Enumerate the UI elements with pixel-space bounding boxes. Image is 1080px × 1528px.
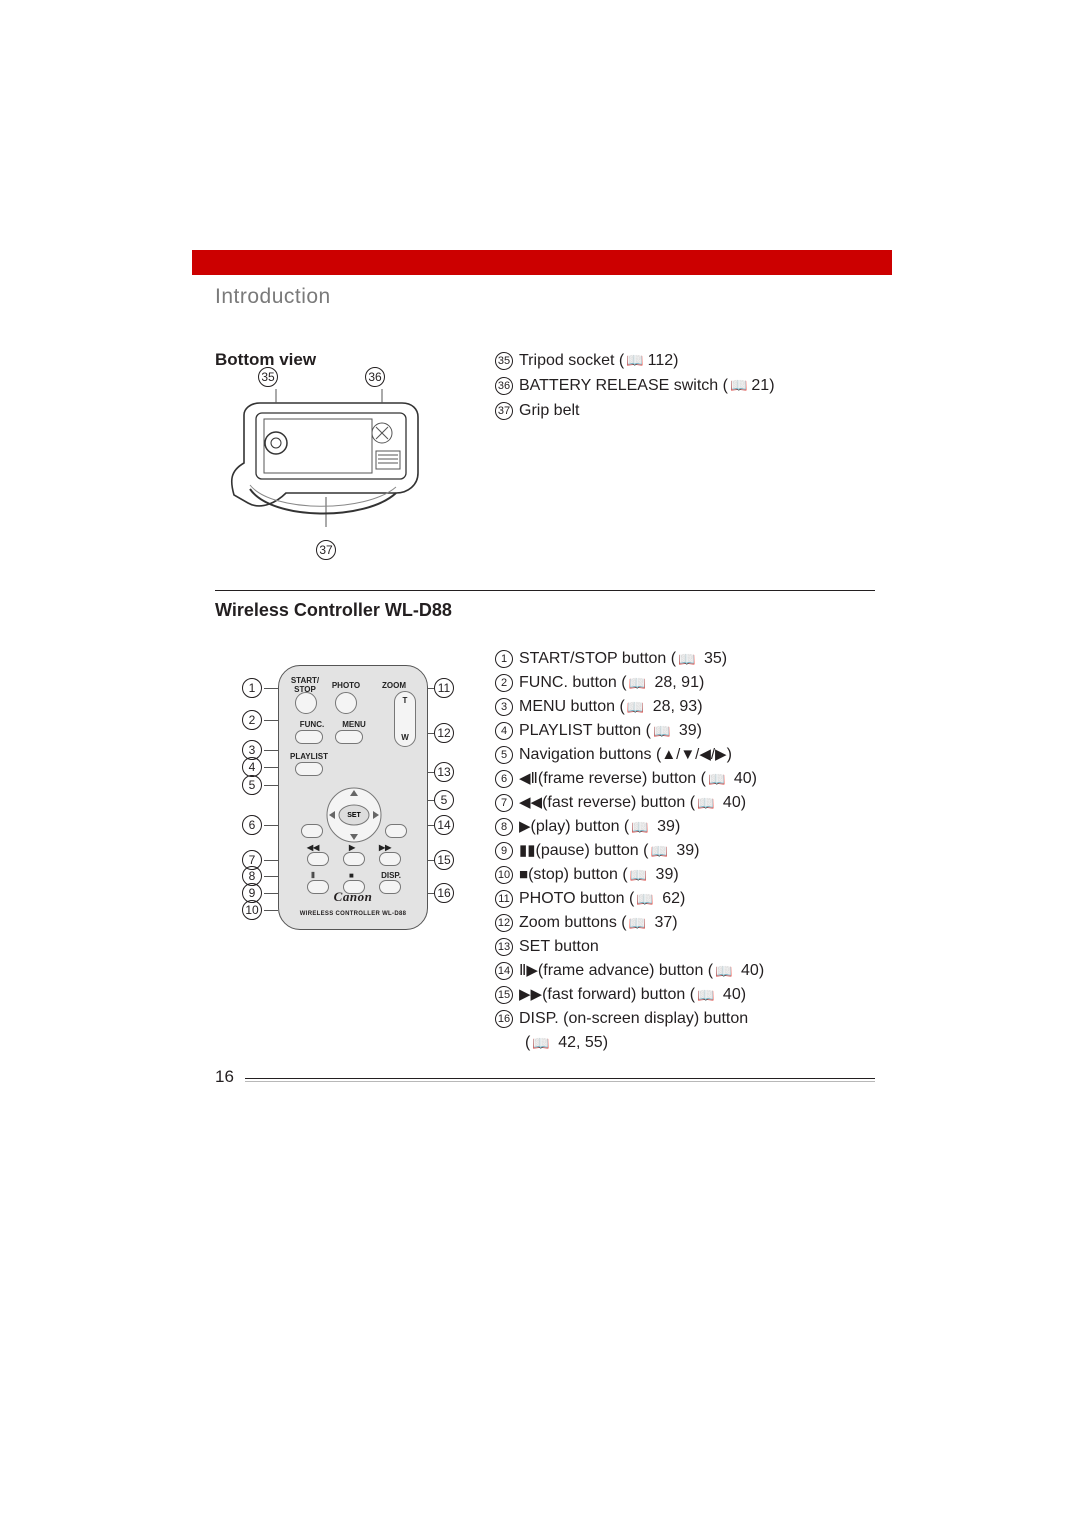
list-item: 15▶▶ (fast forward) button (📖 40) <box>495 983 764 1007</box>
page-number: 16 <box>215 1067 234 1087</box>
list-item: 9▮▮ (pause) button (📖 39) <box>495 839 764 863</box>
section-divider <box>215 590 875 591</box>
list-item: 12Zoom buttons (📖 37) <box>495 911 764 935</box>
camcorder-bottom-diagram <box>226 385 426 530</box>
page-ref-icon: 📖 <box>627 695 644 719</box>
page-ref-icon: 📖 <box>650 839 667 863</box>
page-ref-icon: 📖 <box>715 959 732 983</box>
list-item: 3MENU button (📖 28, 93) <box>495 695 764 719</box>
callout-35: 35 <box>258 367 284 387</box>
wireless-controller-heading: Wireless Controller WL-D88 <box>215 600 452 621</box>
list-item: 11PHOTO button (📖 62) <box>495 887 764 911</box>
brand-logo: Canon <box>279 889 427 905</box>
header-red-bar <box>192 250 892 275</box>
page-ref-icon: 📖 <box>631 815 648 839</box>
list-item: 13SET button <box>495 935 764 959</box>
page-ref-icon: 📖 <box>626 349 643 372</box>
list-item: 16DISP. (on-screen display) button <box>495 1007 764 1031</box>
callout-11: 11 <box>434 678 460 698</box>
page-ref-icon: 📖 <box>630 863 647 887</box>
list-item: 35Tripod socket (📖112) <box>495 349 775 372</box>
callout-5: 5 <box>434 790 460 810</box>
footer-rule <box>245 1078 875 1079</box>
callout-36: 36 <box>365 367 391 387</box>
list-item: 1START/STOP button (📖 35) <box>495 647 764 671</box>
page-ref-icon: 📖 <box>629 671 646 695</box>
list-item: 2FUNC. button (📖 28, 91) <box>495 671 764 695</box>
page-ref-icon: 📖 <box>730 374 747 397</box>
list-item: 5Navigation buttons ( ▲/▼/◀/▶ ) <box>495 743 764 767</box>
list-item: 36BATTERY RELEASE switch (📖21) <box>495 374 775 397</box>
section-title: Introduction <box>215 285 331 309</box>
page-ref-icon: 📖 <box>708 767 725 791</box>
callout-15: 15 <box>434 850 460 870</box>
list-item: 10■ (stop) button (📖 39) <box>495 863 764 887</box>
callout-37: 37 <box>316 540 342 560</box>
list-item: 14Ⅱ▶ (frame advance) button (📖 40) <box>495 959 764 983</box>
wireless-controller-list: 1START/STOP button (📖 35)2FUNC. button (… <box>495 647 764 1055</box>
svg-text:SET: SET <box>347 812 361 819</box>
callout-16: 16 <box>434 883 460 903</box>
remote-diagram: START/ STOP PHOTO ZOOM T W FUNC. MENU PL… <box>278 665 428 930</box>
page-ref-icon: 📖 <box>697 983 714 1007</box>
list-item: 37Grip belt <box>495 399 775 422</box>
list-item: 6◀Ⅱ (frame reverse) button (📖 40) <box>495 767 764 791</box>
list-item: 4PLAYLIST button (📖 39) <box>495 719 764 743</box>
page-ref-icon: 📖 <box>532 1031 549 1055</box>
bottom-view-list: 35Tripod socket (📖112) 36BATTERY RELEASE… <box>495 349 775 424</box>
page-ref-icon: 📖 <box>636 887 653 911</box>
remote-model: WIRELESS CONTROLLER WL-D88 <box>279 911 427 917</box>
page-ref-icon: 📖 <box>678 647 695 671</box>
list-item: (📖 42, 55) <box>525 1031 764 1055</box>
list-item: 7◀◀ (fast reverse) button (📖 40) <box>495 791 764 815</box>
footer-rule-shadow <box>245 1081 875 1082</box>
callout-13: 13 <box>434 762 460 782</box>
page-ref-icon: 📖 <box>653 719 670 743</box>
page-ref-icon: 📖 <box>629 911 646 935</box>
callout-12: 12 <box>434 723 460 743</box>
callout-14: 14 <box>434 815 460 835</box>
list-item: 8▶ (play) button (📖 39) <box>495 815 764 839</box>
page-ref-icon: 📖 <box>697 791 714 815</box>
